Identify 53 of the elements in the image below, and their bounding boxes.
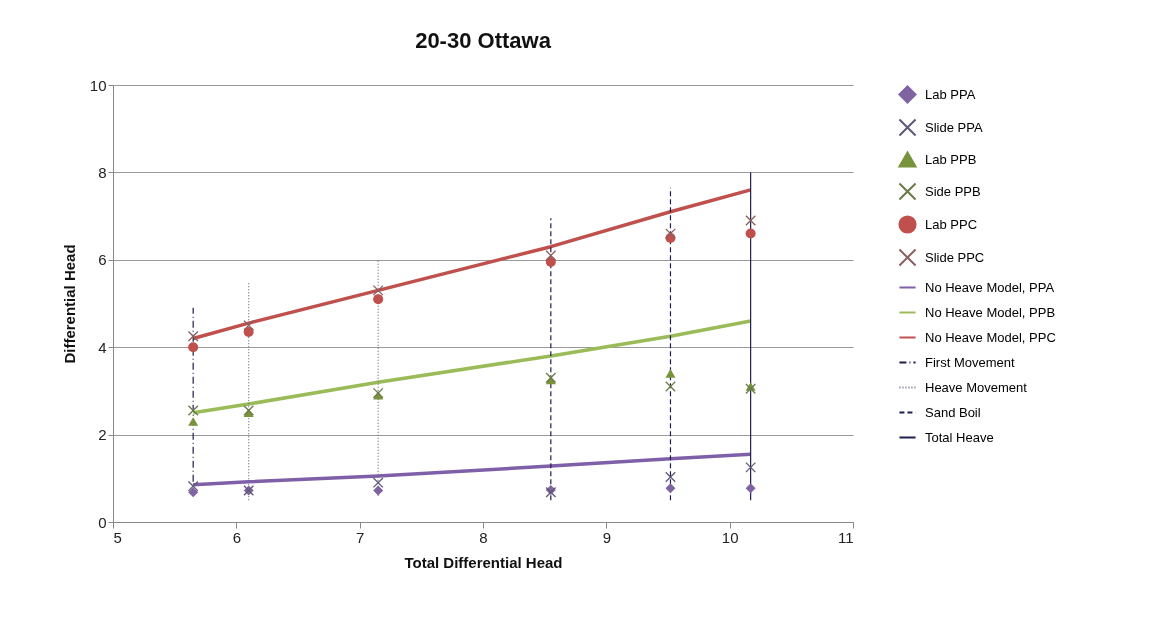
point	[188, 417, 199, 426]
y-tick-label: 8	[98, 163, 107, 181]
point	[745, 383, 757, 395]
point	[372, 477, 384, 489]
point	[545, 256, 556, 267]
legend-label: First Movement	[925, 354, 1015, 370]
point	[372, 285, 384, 296]
point	[545, 250, 557, 261]
point	[665, 381, 676, 392]
point	[373, 485, 384, 496]
legend-label: Slide PPC	[925, 249, 985, 265]
point	[187, 480, 199, 492]
point	[665, 471, 676, 483]
legend-label: Sand Boil	[925, 404, 981, 420]
point	[745, 228, 756, 239]
point	[187, 405, 199, 416]
point	[745, 483, 756, 494]
point	[243, 326, 254, 337]
legend-label: Slide PPA	[925, 119, 983, 135]
legend-label: Total Heave	[925, 429, 994, 445]
point	[187, 330, 199, 342]
y-tick-label: 4	[98, 338, 107, 356]
y-axis-title: Differential Head	[60, 244, 78, 364]
point	[665, 483, 676, 494]
legend-label: Side PPB	[925, 183, 981, 199]
y-tick-label: 10	[89, 76, 107, 94]
point	[745, 461, 757, 473]
legend-label: Lab PPC	[925, 216, 978, 232]
legend-label: No Heave Model, PPB	[925, 304, 1056, 320]
y-tick-label: 0	[98, 513, 107, 531]
x-tick-label: 6	[232, 528, 242, 546]
legend-label: No Heave Model, PPA	[925, 279, 1055, 295]
x-tick-label: 10	[721, 528, 739, 546]
point	[188, 342, 199, 353]
legend-label: Heave Movement	[925, 379, 1028, 395]
x-tick-label: 5	[113, 528, 122, 546]
x-axis-title: Total Differential Head	[404, 553, 563, 571]
point	[665, 228, 676, 239]
point	[665, 369, 676, 378]
y-tick-label: 6	[98, 251, 107, 269]
x-tick-label: 9	[602, 528, 612, 546]
point	[373, 294, 384, 305]
x-tick-label: 7	[355, 528, 365, 546]
legend-label: Lab PPB	[925, 151, 977, 167]
y-tick-label: 2	[98, 426, 107, 444]
legend-label: No Heave Model, PPC	[925, 329, 1056, 345]
legend-label: Lab PPA	[925, 86, 976, 102]
x-tick-label: 11	[837, 528, 854, 546]
x-tick-label: 8	[479, 528, 488, 546]
point	[243, 319, 255, 331]
chart-title: 20-30 Ottawa	[415, 28, 552, 53]
point	[188, 487, 199, 498]
point	[745, 215, 757, 226]
